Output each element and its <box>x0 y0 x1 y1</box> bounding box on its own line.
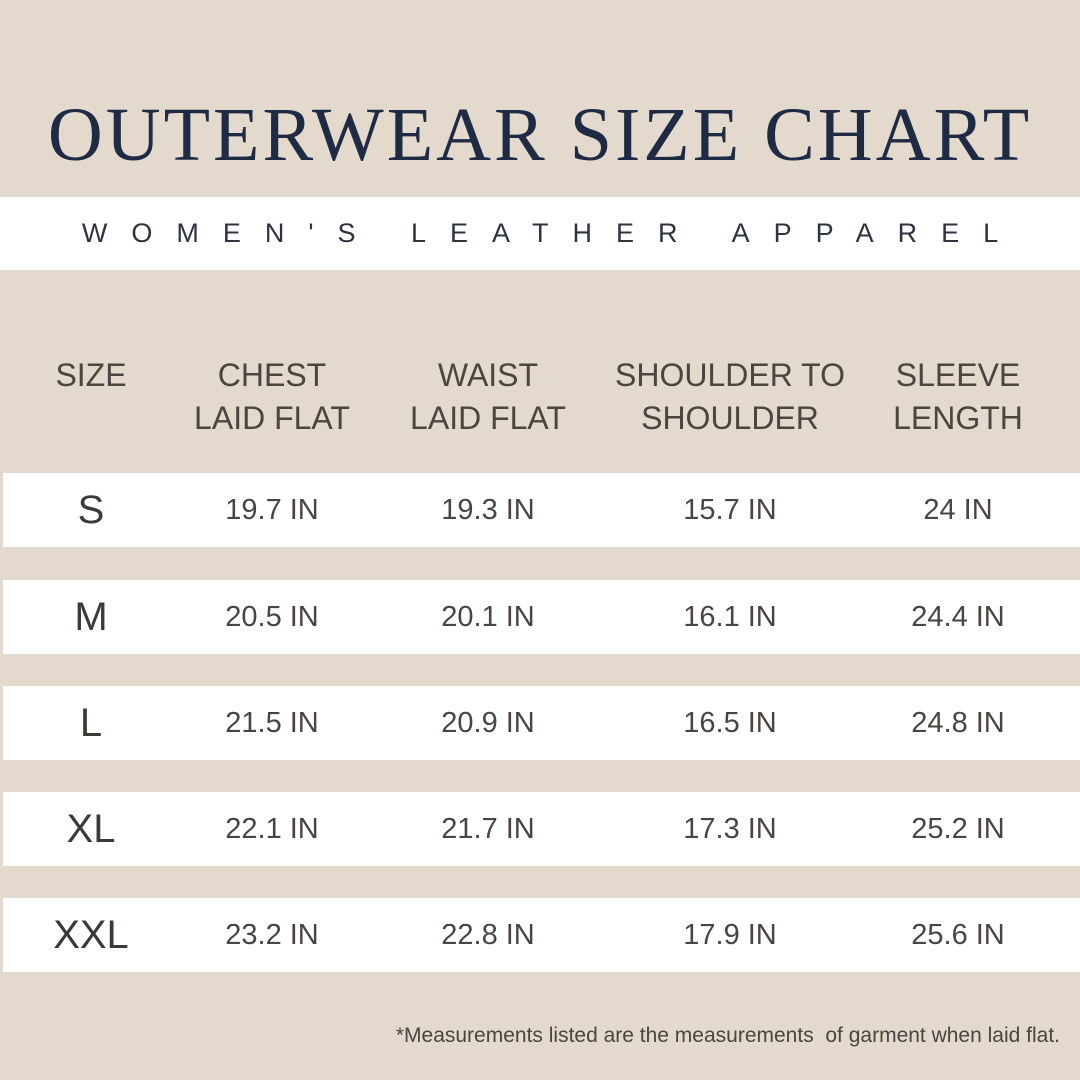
measurement: 16.1 IN <box>683 601 777 633</box>
size-label: XL <box>66 807 116 851</box>
column-header: LENGTH <box>893 400 1023 436</box>
column-header: WAIST <box>437 357 539 393</box>
measurement: 19.3 IN <box>441 494 535 526</box>
size-label: L <box>79 701 103 745</box>
measurement: 17.9 IN <box>683 919 777 951</box>
measurement: 21.5 IN <box>225 707 319 739</box>
measurement: 21.7 IN <box>441 813 535 845</box>
column-header: CHEST <box>217 357 327 393</box>
column-header: SHOULDER TO <box>615 357 845 393</box>
measurement: 20.1 IN <box>441 601 535 633</box>
measurement: 25.6 IN <box>911 919 1005 951</box>
column-header: LAID FLAT <box>194 400 350 436</box>
subtitle: WOMEN'S LEATHER APPAREL <box>81 218 1023 248</box>
measurement: 22.1 IN <box>225 813 319 845</box>
measurement: 23.2 IN <box>225 919 319 951</box>
measurement: 19.7 IN <box>225 494 319 526</box>
row-band <box>3 473 1080 547</box>
row-band <box>3 686 1080 760</box>
measurement: 24.4 IN <box>911 601 1005 633</box>
measurement: 24.8 IN <box>911 707 1005 739</box>
column-header: LAID FLAT <box>410 400 566 436</box>
title: OUTERWEAR SIZE CHART <box>47 93 1033 177</box>
measurement: 16.5 IN <box>683 707 777 739</box>
measurement: 25.2 IN <box>911 813 1005 845</box>
size-label: M <box>74 595 108 639</box>
size-label: S <box>77 488 105 532</box>
measurement: 15.7 IN <box>683 494 777 526</box>
measurement: 24 IN <box>923 494 993 526</box>
row-band <box>3 792 1080 866</box>
column-header: SIZE <box>55 357 127 393</box>
column-header: SLEEVE <box>895 357 1021 393</box>
measurement: 20.5 IN <box>225 601 319 633</box>
measurement: 22.8 IN <box>441 919 535 951</box>
row-band <box>3 580 1080 654</box>
row-band <box>3 898 1080 972</box>
measurement: 17.3 IN <box>683 813 777 845</box>
footnote: *Measurements listed are the measurement… <box>395 1024 1060 1047</box>
column-header: SHOULDER <box>641 400 819 436</box>
subtitle-band <box>0 197 1080 270</box>
measurement: 20.9 IN <box>441 707 535 739</box>
size-label: XXL <box>53 913 129 957</box>
